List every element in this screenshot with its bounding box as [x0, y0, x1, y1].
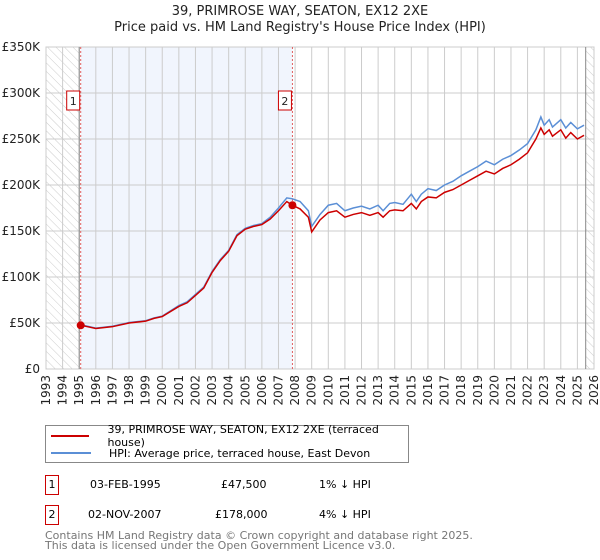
x-tick-label: 2011	[338, 375, 352, 406]
sale-price: £47,500	[221, 478, 267, 491]
legend-item-hpi: HPI: Average price, terraced house, East…	[46, 445, 370, 461]
x-tick-label: 2017	[438, 375, 452, 406]
legend-item-property: 39, PRIMROSE WAY, SEATON, EX12 2XE (terr…	[46, 423, 408, 449]
shaded-ownership-period	[80, 47, 293, 369]
legend-swatch-blue	[51, 452, 91, 454]
x-tick-label: 1993	[39, 375, 53, 406]
sale-price: £178,000	[215, 508, 268, 521]
x-tick-label: 2019	[471, 375, 485, 406]
sale-label: 1	[70, 95, 77, 108]
chart-subtitle: Price paid vs. HM Land Registry's House …	[114, 20, 486, 35]
x-tick-label: 2016	[421, 375, 435, 406]
x-tick-label: 2004	[222, 375, 236, 406]
y-tick-label: £350K	[2, 40, 42, 54]
legend-label: HPI: Average price, terraced house, East…	[109, 446, 371, 460]
x-tick-label: 2007	[271, 375, 285, 406]
sale-label: 2	[281, 95, 288, 108]
plot-frame	[45, 46, 595, 370]
footer-licence: This data is licensed under the Open Gov…	[45, 539, 396, 552]
sale-label-box	[66, 90, 81, 111]
x-tick-label: 2008	[288, 375, 302, 406]
x-tick-label: 2014	[388, 375, 402, 406]
sale-row-2: 2 02-NOV-2007 £178,000 4% ↓ HPI	[45, 505, 465, 525]
sale-badge: 2	[45, 505, 59, 525]
x-tick-label: 2018	[454, 375, 468, 406]
x-tick-label: 1998	[122, 375, 136, 406]
chart-title: 39, PRIMROSE WAY, SEATON, EX12 2XE	[171, 4, 429, 19]
x-tick-label: 1996	[89, 375, 103, 406]
price-paid-line	[80, 126, 585, 330]
x-tick-label: 1994	[56, 375, 70, 406]
sale-hpi-diff: 1% ↓ HPI	[319, 478, 371, 491]
sale-label-box	[277, 90, 292, 111]
x-tick-label: 2020	[487, 375, 501, 406]
y-tick-label: £250K	[2, 132, 42, 146]
x-tick-label: 2009	[305, 375, 319, 406]
x-tick-label: 2026	[587, 375, 600, 406]
x-tick-label: 2003	[205, 375, 219, 406]
x-tick-label: 2010	[321, 375, 335, 406]
sale-point	[288, 201, 297, 210]
footer: Contains HM Land Registry data © Crown c…	[45, 529, 473, 552]
hatched-region-after	[585, 47, 594, 369]
legend: 39, PRIMROSE WAY, SEATON, EX12 2XE (terr…	[45, 423, 409, 463]
y-tick-label: £200K	[2, 178, 42, 192]
chart-plot: 1993 1994 1995 1996 1997 1998 1999 2000 2001 2002…	[2, 40, 600, 406]
x-tick-label: 2012	[355, 375, 369, 406]
x-tick-label: 1997	[105, 375, 119, 406]
y-tick-label: £100K	[2, 270, 42, 284]
y-tick-label: £150K	[2, 224, 42, 238]
x-tick-label: 2006	[255, 375, 269, 406]
x-tick-label: 1995	[72, 375, 86, 406]
x-tick-label: 2000	[155, 375, 169, 406]
sale-hpi-diff: 4% ↓ HPI	[319, 508, 371, 521]
legend-swatch-red	[51, 435, 90, 437]
y-tick-label: £50K	[9, 316, 41, 330]
sale-row-1: 1 03-FEB-1995 £47,500 1% ↓ HPI	[45, 475, 465, 495]
y-tick-label: £300K	[2, 86, 42, 100]
x-tick-label: 2022	[521, 375, 535, 406]
x-tick-label: 2015	[404, 375, 418, 406]
x-tick-label: 2001	[172, 375, 186, 406]
sale-badge: 1	[45, 475, 59, 495]
legend-label: 39, PRIMROSE WAY, SEATON, EX12 2XE (terr…	[107, 423, 379, 449]
footer-copyright: Contains HM Land Registry data © Crown c…	[45, 529, 473, 542]
x-tick-label: 1999	[139, 375, 153, 406]
x-tick-label: 2002	[188, 375, 202, 406]
x-tick-label: 2013	[371, 375, 385, 406]
x-tick-label: 2025	[570, 375, 584, 406]
x-tick-label: 2024	[554, 375, 568, 406]
x-tick-label: 2005	[238, 375, 252, 406]
x-tick-label: 2021	[504, 375, 518, 406]
sale-date: 02-NOV-2007	[88, 508, 162, 521]
sale-point	[76, 321, 85, 330]
sale-date: 03-FEB-1995	[90, 478, 161, 491]
x-tick-label: 2023	[537, 375, 551, 406]
y-tick-label: £0	[25, 362, 40, 376]
